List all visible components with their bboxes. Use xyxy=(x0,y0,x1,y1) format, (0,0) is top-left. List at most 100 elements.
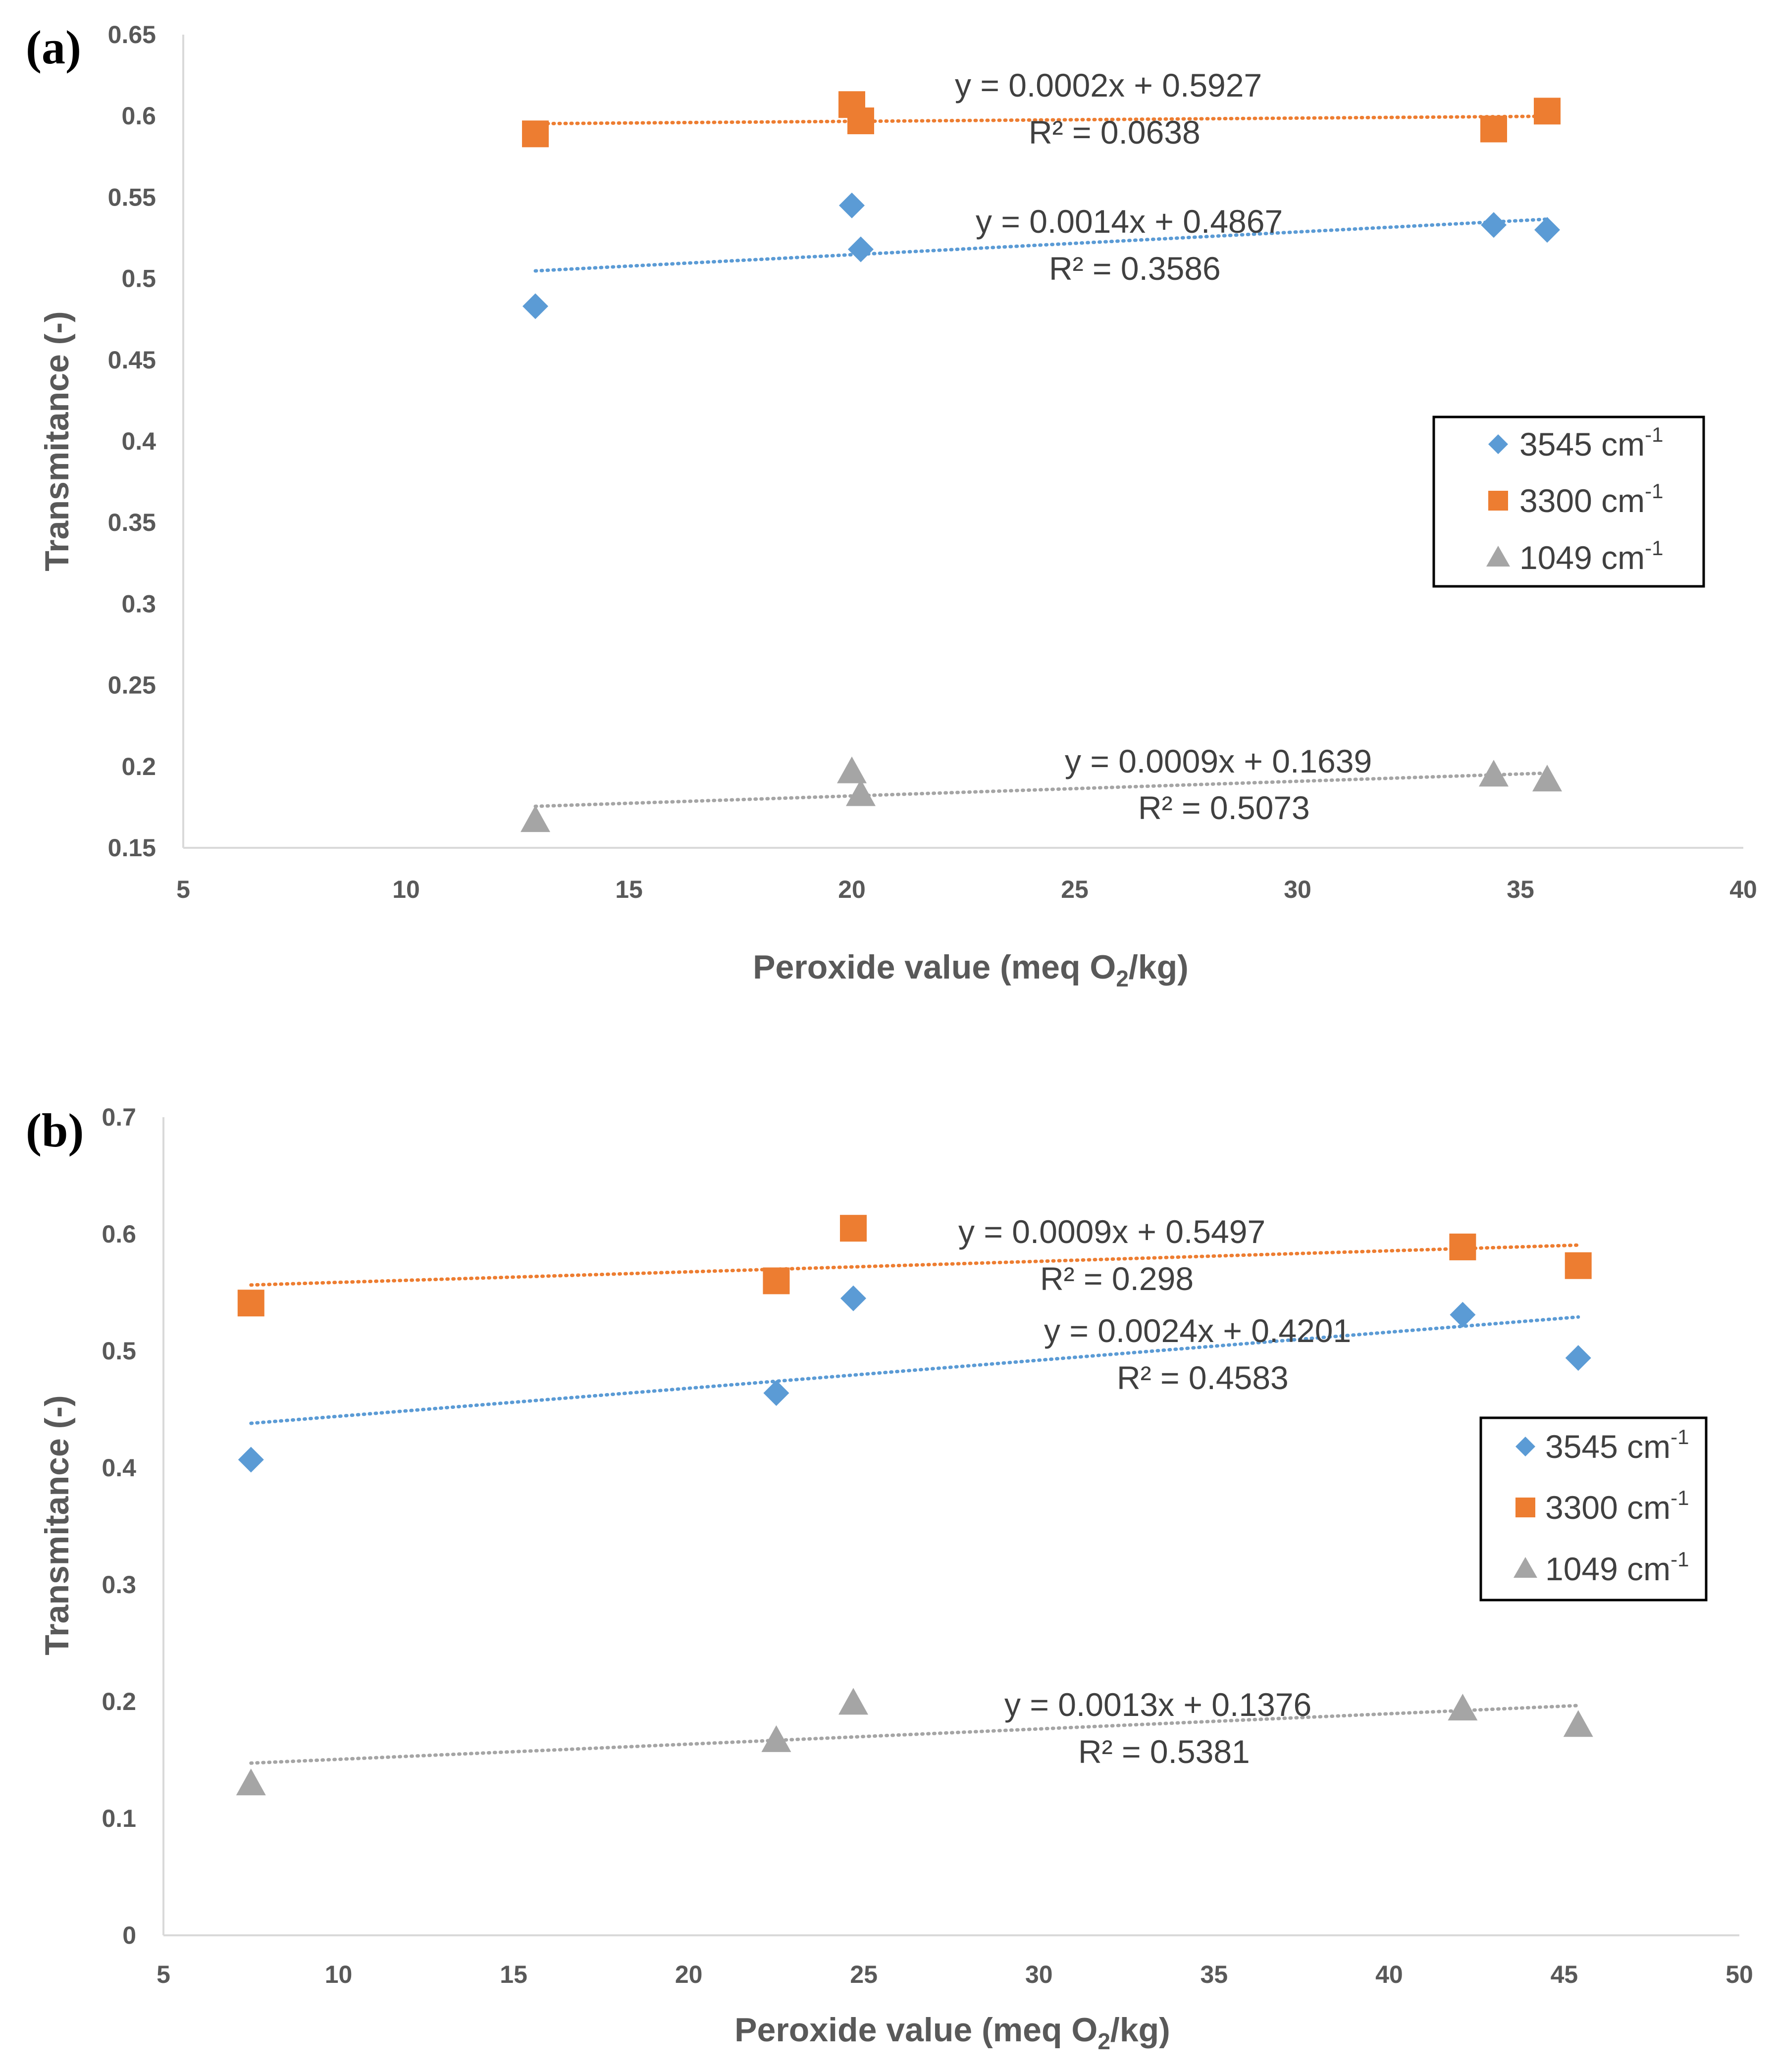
legend-label-superscript: -1 xyxy=(1645,536,1663,560)
x-tick-label: 50 xyxy=(1725,1961,1753,1988)
y-tick-label: 0.45 xyxy=(108,346,156,374)
data-point xyxy=(837,756,867,783)
trendline-equation: y = 0.0009x + 0.1639 xyxy=(1065,743,1372,779)
data-point xyxy=(1479,760,1509,787)
y-tick-label: 0.5 xyxy=(121,265,156,293)
x-tick-label: 40 xyxy=(1729,876,1757,903)
x-tick-label: 45 xyxy=(1551,1961,1578,1988)
trendline xyxy=(249,1704,1580,1765)
x-axis-title-main: Peroxide value (meq O xyxy=(734,2011,1097,2049)
x-tick-label: 25 xyxy=(1061,876,1089,903)
legend-marker-square xyxy=(1515,1498,1535,1517)
legend-label-main: 1049 cm xyxy=(1519,539,1645,576)
data-point xyxy=(1563,1710,1593,1737)
legend-label-main: 1049 cm xyxy=(1545,1551,1671,1587)
y-tick-label: 0.4 xyxy=(121,427,156,455)
x-tick-label: 20 xyxy=(838,876,866,903)
x-tick-label: 30 xyxy=(1284,876,1311,903)
y-tick-label: 0.5 xyxy=(102,1337,136,1365)
data-point xyxy=(1450,1301,1476,1328)
chart-panel-a: 0.15 0.2 0.25 0.3 0.35 0.4 0.45 0.5 0.55 0.6 0.65 5… xyxy=(26,21,1757,991)
legend-marker-square xyxy=(1488,491,1508,511)
legend-item xyxy=(1515,1437,1535,1456)
legend-label-main: 3300 cm xyxy=(1545,1489,1671,1526)
legend-item xyxy=(1514,1557,1537,1578)
x-tick-label: 30 xyxy=(1025,1961,1053,1988)
data-point xyxy=(763,1267,790,1295)
x-tick-label: 5 xyxy=(176,876,190,903)
data-point xyxy=(522,293,548,319)
r-squared-label: R² = 0.5381 xyxy=(1078,1733,1250,1770)
r-squared-label: R² = 0.5073 xyxy=(1138,789,1310,826)
y-tick-label: 0.3 xyxy=(121,590,156,618)
panel-label: (a) xyxy=(26,21,81,74)
x-tick-label: 5 xyxy=(157,1961,170,1988)
trendline xyxy=(533,114,1549,126)
series-square: y = 0.0009x + 0.5497 R² = 0.298 xyxy=(237,1213,1592,1317)
y-tick-label: 0.7 xyxy=(102,1103,136,1131)
legend-box xyxy=(1432,415,1705,588)
y-tick-label: 0.2 xyxy=(102,1688,136,1715)
legend-label: 3545 cm-1 xyxy=(1545,1425,1689,1465)
x-tick-label: 35 xyxy=(1201,1961,1228,1988)
trendline-equation: y = 0.0013x + 0.1376 xyxy=(1004,1686,1311,1723)
legend-label: 3545 cm-1 xyxy=(1519,423,1664,463)
x-tick-label: 15 xyxy=(500,1961,527,1988)
data-point xyxy=(838,1688,869,1715)
data-point xyxy=(761,1725,791,1752)
x-axis-title-end: /kg) xyxy=(1129,948,1189,986)
series-diamond: y = 0.0014x + 0.4867 R² = 0.3586 xyxy=(522,192,1560,319)
legend-label-main: 3545 cm xyxy=(1545,1428,1671,1465)
trendline xyxy=(533,771,1549,808)
trendline-equation: y = 0.0009x + 0.5497 xyxy=(958,1213,1265,1250)
x-axis-title-main: Peroxide value (meq O xyxy=(753,948,1116,986)
series-diamond: y = 0.0024x + 0.4201 R² = 0.4583 xyxy=(238,1285,1591,1473)
x-axis-title-subscript: 2 xyxy=(1116,966,1129,991)
data-point xyxy=(847,107,874,135)
legend: 3545 cm-1 3300 cm-1 1049 cm -1 xyxy=(1479,1416,1708,1602)
data-point xyxy=(1481,212,1507,238)
trendline xyxy=(533,217,1549,273)
x-tick-label: 25 xyxy=(850,1961,878,1988)
trendline-equation: y = 0.0014x + 0.4867 xyxy=(976,203,1283,240)
y-tick-label: 0.15 xyxy=(108,834,156,862)
x-tick-label: 20 xyxy=(675,1961,703,1988)
data-point xyxy=(238,1447,264,1473)
data-point xyxy=(846,779,876,806)
legend-label: 3300 cm-1 xyxy=(1545,1486,1689,1526)
data-point xyxy=(1534,217,1560,243)
y-tick-label: 0.55 xyxy=(108,183,156,211)
legend-item xyxy=(1486,546,1510,567)
trendline-equation: y = 0.0002x + 0.5927 xyxy=(955,67,1262,104)
x-tick-label: 15 xyxy=(615,876,643,903)
y-tick-label: 0.4 xyxy=(102,1454,136,1482)
series-square: y = 0.0002x + 0.5927 R² = 0.0638 xyxy=(522,67,1561,151)
legend-item xyxy=(1488,491,1508,511)
x-axis-title: Peroxide value (meq O2/kg) xyxy=(734,2011,1170,2054)
legend-label-superscript: -1 xyxy=(1671,1486,1689,1509)
legend-label-main: 3300 cm xyxy=(1519,482,1645,519)
data-point xyxy=(521,805,550,832)
data-point xyxy=(1565,1345,1591,1371)
legend-label-superscript: -1 xyxy=(1645,479,1663,503)
y-tick-label: 0.2 xyxy=(121,753,156,780)
data-point xyxy=(1565,1252,1592,1279)
series-triangle: y = 0.0009x + 0.1639 R² = 0.5073 xyxy=(521,743,1562,832)
panel-label: (b) xyxy=(26,1104,84,1157)
legend-marker-triangle xyxy=(1486,546,1510,567)
trendline xyxy=(249,1243,1580,1287)
y-tick-label: 0.25 xyxy=(108,672,156,699)
x-axis-title: Peroxide value (meq O2/kg) xyxy=(753,948,1189,991)
r-squared-label: R² = 0.3586 xyxy=(1049,250,1221,287)
data-point xyxy=(1534,98,1561,125)
data-point xyxy=(522,120,549,148)
legend-marker-diamond xyxy=(1488,434,1508,454)
legend-label-main: 3545 cm xyxy=(1519,426,1645,463)
y-tick-label: 0.1 xyxy=(102,1805,136,1832)
data-point xyxy=(840,1215,867,1242)
y-tick-label: 0 xyxy=(122,1921,136,1949)
data-point xyxy=(839,192,865,218)
legend-label: 1049 cm-1 xyxy=(1519,536,1664,576)
legend-item xyxy=(1515,1498,1535,1517)
